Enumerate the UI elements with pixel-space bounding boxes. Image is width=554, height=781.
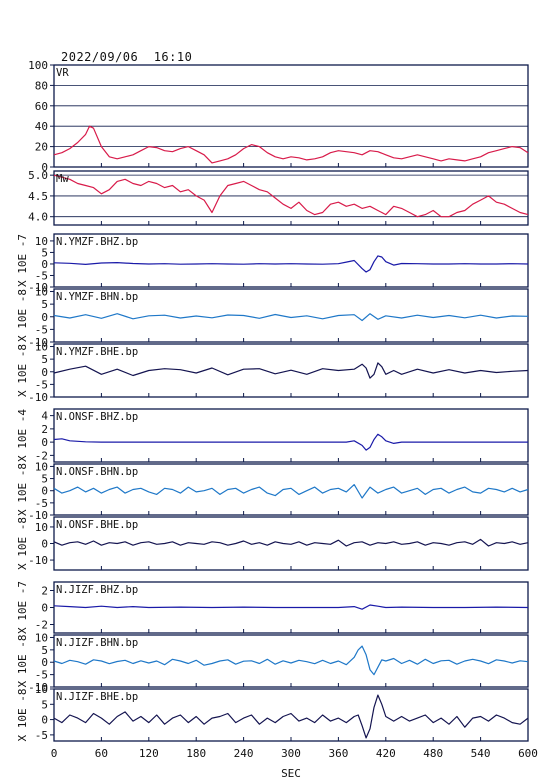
series-line xyxy=(53,538,529,547)
y-tick-label: 5 xyxy=(41,353,48,366)
y-tick-label: 80 xyxy=(35,79,48,92)
y-tick-label: 2 xyxy=(41,585,48,598)
y-tick-label: 0 xyxy=(41,436,48,449)
series-line xyxy=(53,313,529,322)
y-tick-label: -5 xyxy=(35,378,48,391)
panel-label: Mw xyxy=(56,173,69,185)
x-tick-label: 420 xyxy=(376,747,396,760)
x-tick-label: 180 xyxy=(186,747,206,760)
y-tick-label: 0 xyxy=(41,311,48,324)
y-tick-label: -10 xyxy=(28,281,48,294)
y-tick-label: 10 xyxy=(35,631,48,644)
y-tick-label: 0 xyxy=(41,161,48,174)
panel-label: N.YMZF.BHN.bp xyxy=(56,291,138,303)
exponent-label: X 10E -8 xyxy=(16,344,29,397)
y-tick-label: -10 xyxy=(28,336,48,349)
y-tick-label: 4.0 xyxy=(28,211,48,224)
y-tick-label: 0 xyxy=(41,538,48,551)
x-tick-label: 360 xyxy=(328,747,348,760)
y-tick-label: 0 xyxy=(41,258,48,271)
y-tick-label: 60 xyxy=(35,100,48,113)
panel-label: N.ONSF.BHN.bp xyxy=(56,466,138,478)
y-tick-label: 0 xyxy=(41,366,48,379)
y-tick-label: 0 xyxy=(41,656,48,669)
panel-label: N.JIZF.BHN.bp xyxy=(56,637,138,649)
series-line xyxy=(53,255,529,273)
x-tick-label: 540 xyxy=(471,747,491,760)
exponent-label: X 10E -8 xyxy=(16,689,29,742)
y-tick-label: 5 xyxy=(41,644,48,657)
y-tick-label: -5 xyxy=(35,669,48,682)
y-tick-label: -2 xyxy=(35,619,48,632)
panel-frame xyxy=(53,64,529,168)
y-tick-label: 10 xyxy=(35,683,48,696)
series-line xyxy=(53,604,529,610)
y-tick-label: 2 xyxy=(41,423,48,436)
panel-label: N.YMZF.BHE.bp xyxy=(56,346,138,358)
y-tick-label: -5 xyxy=(35,497,48,510)
y-tick-label: -10 xyxy=(28,554,48,567)
series-line xyxy=(53,645,529,676)
panel-label: N.JIZF.BHE.bp xyxy=(56,691,138,703)
exponent-label: X 10E -8 xyxy=(16,463,29,516)
y-tick-label: -2 xyxy=(35,449,48,462)
y-tick-label: 10 xyxy=(35,521,48,534)
y-tick-label: 0 xyxy=(41,714,48,727)
y-tick-label: 10 xyxy=(35,460,48,473)
x-tick-label: 600 xyxy=(518,747,538,760)
y-tick-label: -10 xyxy=(28,391,48,404)
y-tick-label: 4 xyxy=(41,410,48,423)
series-line xyxy=(53,125,529,164)
y-tick-label: 40 xyxy=(35,120,48,133)
y-tick-label: 5 xyxy=(41,473,48,486)
y-tick-label: 5 xyxy=(41,698,48,711)
y-tick-label: -10 xyxy=(28,681,48,694)
series-line xyxy=(53,174,529,218)
y-tick-label: -5 xyxy=(35,729,48,742)
y-tick-label: 20 xyxy=(35,141,48,154)
y-tick-label: -5 xyxy=(35,269,48,282)
y-tick-label: 5.0 xyxy=(28,169,48,182)
panel-label: N.JIZF.BHZ.bp xyxy=(56,584,138,596)
y-tick-label: -5 xyxy=(35,323,48,336)
x-tick-label: 0 xyxy=(51,747,58,760)
timestamp: 2022/09/06 16:10 xyxy=(61,50,193,64)
y-tick-label: 10 xyxy=(35,235,48,248)
y-tick-label: 4.5 xyxy=(28,190,48,203)
exponent-label: X 10E -7 xyxy=(16,581,29,634)
y-tick-label: 0 xyxy=(41,485,48,498)
exponent-label: X 10E -8 xyxy=(16,289,29,342)
x-tick-label: 120 xyxy=(139,747,159,760)
x-tick-label: 300 xyxy=(281,747,301,760)
x-axis-label: SEC xyxy=(281,767,301,780)
y-tick-label: 5 xyxy=(41,298,48,311)
panel-label: N.ONSF.BHE.bp xyxy=(56,519,138,531)
y-tick-label: -10 xyxy=(28,509,48,522)
panel-label: N.ONSF.BHZ.bp xyxy=(56,411,138,423)
x-tick-label: 60 xyxy=(95,747,108,760)
y-tick-label: 10 xyxy=(35,341,48,354)
y-tick-label: 10 xyxy=(35,286,48,299)
x-tick-label: 480 xyxy=(423,747,443,760)
panel-label: VR xyxy=(56,67,69,79)
series-line xyxy=(53,484,529,499)
y-tick-label: 5 xyxy=(41,246,48,259)
panel-label: N.YMZF.BHZ.bp xyxy=(56,236,138,248)
exponent-label: X 10E -4 xyxy=(16,409,29,462)
exponent-label: X 10E -8 xyxy=(16,517,29,570)
series-line xyxy=(53,433,528,451)
exponent-label: X 10E -7 xyxy=(16,234,29,287)
series-line xyxy=(53,694,529,739)
x-tick-label: 240 xyxy=(234,747,254,760)
y-tick-label: 100 xyxy=(28,59,48,72)
exponent-label: X 10E -8 xyxy=(16,635,29,688)
y-tick-label: 0 xyxy=(41,602,48,615)
series-line xyxy=(53,362,529,379)
